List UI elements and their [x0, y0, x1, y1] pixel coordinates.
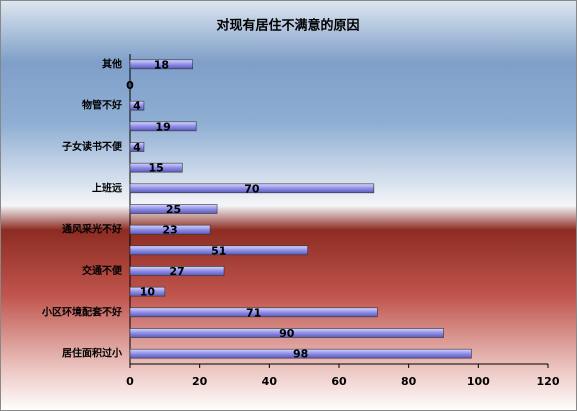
value-label: 98 — [293, 348, 308, 361]
y-tick-label: 子女读书不便 — [62, 140, 123, 153]
bar — [129, 162, 183, 173]
value-label: 51 — [211, 244, 226, 257]
value-label: 4 — [133, 141, 141, 154]
bar — [129, 245, 308, 256]
y-tick-label: 其他 — [102, 57, 122, 70]
value-label: 27 — [169, 265, 184, 278]
bar — [129, 266, 225, 276]
bar — [129, 183, 375, 194]
chart-title: 对现有居住不满意的原因 — [216, 18, 359, 34]
bar — [129, 307, 378, 318]
x-tick-label: 120 — [537, 375, 560, 388]
y-tick-label: 小区环境配套不好 — [41, 305, 122, 318]
bar — [129, 59, 194, 70]
value-label: 10 — [140, 286, 156, 299]
y-tick-label: 居住面积过小 — [62, 347, 122, 360]
value-label: 15 — [148, 162, 163, 175]
bar — [129, 204, 218, 214]
y-tick-label: 交通不便 — [82, 264, 123, 277]
bar — [129, 328, 444, 338]
value-label: 18 — [154, 58, 169, 71]
x-tick-label: 0 — [126, 375, 134, 388]
bar — [129, 348, 472, 359]
y-tick-label: 物管不好 — [82, 99, 122, 112]
bar — [129, 286, 166, 297]
x-tick-label: 40 — [262, 375, 278, 388]
x-tick-label: 80 — [401, 375, 417, 388]
bar — [129, 142, 145, 152]
value-label: 90 — [279, 327, 295, 340]
x-tick-label: 60 — [331, 375, 347, 388]
bar — [129, 121, 197, 132]
x-tick-label: 100 — [467, 375, 490, 388]
value-label: 71 — [246, 306, 261, 319]
x-tick-label: 20 — [192, 375, 208, 388]
value-label: 19 — [155, 120, 170, 133]
value-label: 70 — [244, 182, 260, 195]
value-label: 23 — [162, 224, 177, 237]
value-label: 0 — [126, 79, 134, 92]
y-tick-label: 通风采光不好 — [62, 223, 122, 236]
bar — [129, 100, 145, 111]
y-tick-label: 上班远 — [92, 181, 122, 194]
value-label: 4 — [133, 100, 141, 113]
bar — [129, 224, 211, 235]
value-label: 25 — [166, 203, 181, 216]
